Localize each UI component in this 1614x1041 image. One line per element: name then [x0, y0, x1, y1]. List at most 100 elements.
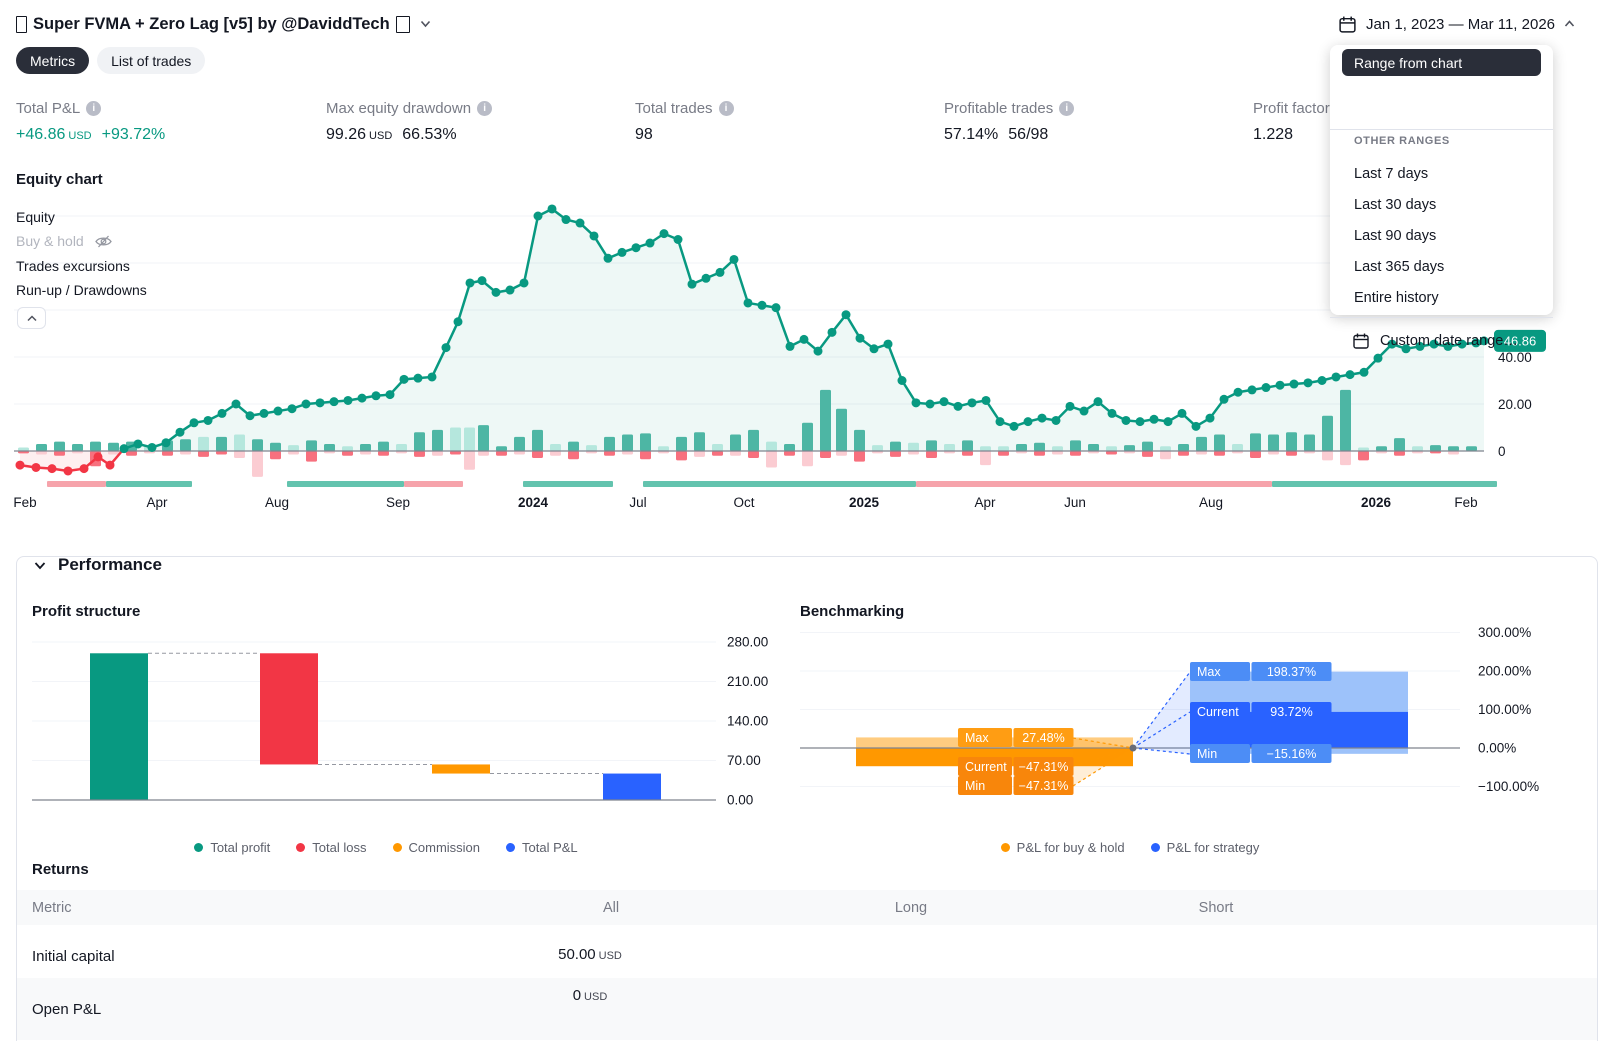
profit-structure-chart[interactable]: 0.00 70.00 140.00 210.00 280.00: [16, 630, 786, 810]
unit: USD: [598, 950, 622, 962]
strategy-title-row[interactable]: Super FVMA + Zero Lag [v5] by @DaviddTec…: [16, 12, 431, 36]
legend-equity[interactable]: Equity: [16, 209, 55, 225]
stat-unit: USD: [369, 130, 393, 142]
legend-label: Commission: [408, 840, 481, 855]
eye-off-icon[interactable]: [94, 234, 113, 249]
svg-text:Max: Max: [965, 731, 989, 745]
strategy-title: Super FVMA + Zero Lag [v5] by @DaviddTec…: [33, 14, 390, 33]
unit: USD: [584, 991, 608, 1003]
menu-item-last-30-days[interactable]: Last 30 days: [1354, 196, 1437, 213]
legend-total-loss[interactable]: Total loss: [296, 840, 367, 855]
stat-unit: USD: [68, 130, 92, 142]
legend-label: P&L for buy & hold: [1016, 840, 1125, 855]
chevron-down-icon[interactable]: [34, 561, 46, 570]
menu-item-label: Custom date range…: [1380, 333, 1518, 349]
stat-label: Profitable trades: [944, 100, 1054, 117]
stat-max-drawdown: Max equity drawdown i 99.26 USD 66.53%: [326, 100, 626, 144]
legend-label: Total P&L: [522, 840, 578, 855]
chevron-up-icon: [26, 314, 37, 321]
stat-value: 98: [635, 126, 653, 143]
legend-total-pnl[interactable]: Total P&L: [506, 840, 578, 855]
performance-header[interactable]: Performance: [34, 555, 162, 575]
stat-value: 1.228: [1253, 126, 1294, 143]
tab-bar: Metrics List of trades: [16, 47, 206, 74]
collapse-legend-button[interactable]: [17, 307, 46, 329]
legend-dot: [1000, 843, 1010, 852]
stat-total-trades: Total trades i 98: [635, 100, 935, 144]
svg-text:−100.00%: −100.00%: [1478, 779, 1539, 794]
performance-title: Performance: [58, 555, 162, 574]
menu-item-range-from-chart[interactable]: Range from chart: [1342, 49, 1541, 76]
legend-pnl-strategy[interactable]: P&L for strategy: [1150, 840, 1260, 855]
svg-text:2026: 2026: [1361, 495, 1392, 510]
calendar-icon: [1353, 333, 1369, 349]
info-icon[interactable]: i: [718, 101, 734, 116]
missing-emoji-icon: [16, 15, 27, 33]
svg-text:93.72%: 93.72%: [1270, 705, 1312, 719]
profit-structure-legend: Total profit Total loss Commission Total…: [16, 840, 756, 855]
row-open-pnl-value: 0 USD: [573, 987, 608, 1004]
info-icon[interactable]: i: [477, 101, 493, 116]
svg-text:210.00: 210.00: [727, 674, 768, 689]
svg-text:Min: Min: [1197, 747, 1217, 761]
svg-text:100.00%: 100.00%: [1478, 702, 1531, 717]
legend-runup-drawdowns[interactable]: Run-up / Drawdowns: [16, 282, 147, 298]
stat-extra: +93.72%: [101, 126, 166, 143]
svg-text:70.00: 70.00: [727, 753, 761, 768]
date-range-button[interactable]: Jan 1, 2023 — Mar 11, 2026: [1338, 11, 1575, 37]
info-icon[interactable]: i: [1059, 101, 1075, 116]
col-all: All: [602, 900, 620, 916]
col-metric: Metric: [32, 900, 72, 916]
legend-dot: [1150, 843, 1160, 852]
equity-chart-title: Equity chart: [16, 171, 103, 188]
chevron-down-icon[interactable]: [420, 20, 431, 28]
col-long: Long: [894, 900, 928, 916]
svg-text:−15.16%: −15.16%: [1267, 747, 1317, 761]
legend-dot: [506, 843, 516, 852]
menu-item-entire-history[interactable]: Entire history: [1354, 289, 1439, 306]
svg-text:40.00: 40.00: [1498, 350, 1532, 365]
svg-text:300.00%: 300.00%: [1478, 625, 1531, 640]
svg-text:20.00: 20.00: [1498, 397, 1532, 412]
tab-metrics[interactable]: Metrics: [16, 47, 90, 74]
stat-extra: 66.53%: [402, 126, 457, 143]
svg-text:Min: Min: [965, 779, 985, 793]
stat-label: Max equity drawdown: [326, 100, 472, 117]
row-initial-capital-label: Initial capital: [32, 948, 115, 965]
svg-text:Feb: Feb: [13, 495, 36, 510]
benchmarking-chart[interactable]: Max 27.48% Current −47.31% Min −47.31% Max 198.…: [785, 625, 1614, 810]
svg-text:−47.31%: −47.31%: [1019, 760, 1069, 774]
info-icon[interactable]: i: [86, 101, 102, 116]
legend-label: Buy & hold: [16, 233, 84, 249]
legend-dot: [194, 843, 204, 852]
stat-extra: 56/98: [1008, 126, 1049, 143]
svg-text:198.37%: 198.37%: [1267, 665, 1316, 679]
profit-structure-title: Profit structure: [32, 603, 141, 620]
legend-trades-excursions[interactable]: Trades excursions: [16, 258, 130, 274]
legend-label: P&L for strategy: [1166, 840, 1260, 855]
row-initial-capital-value: 50.00 USD: [558, 946, 622, 963]
menu-item-last-7-days[interactable]: Last 7 days: [1354, 165, 1429, 182]
svg-text:Apr: Apr: [974, 495, 996, 510]
menu-item-last-90-days[interactable]: Last 90 days: [1354, 227, 1437, 244]
tab-list-of-trades[interactable]: List of trades: [97, 47, 206, 74]
legend-buy-and-hold[interactable]: Buy & hold: [16, 233, 113, 249]
date-range-label: Jan 1, 2023 — Mar 11, 2026: [1366, 15, 1556, 33]
legend-label: Total loss: [312, 840, 367, 855]
stat-label: Total P&L: [16, 100, 81, 117]
equity-chart-canvas[interactable]: 0 20.00 40.00 46.86 Feb Apr Aug Sep 2024 Jul Oct 20…: [0, 195, 1614, 525]
legend-label: Total profit: [210, 840, 271, 855]
legend-commission[interactable]: Commission: [392, 840, 481, 855]
svg-text:Aug: Aug: [265, 495, 289, 510]
date-range-menu: Range from chart OTHER RANGES Last 7 day…: [1330, 45, 1553, 349]
stat-label: Profit factor: [1253, 100, 1330, 117]
svg-text:2025: 2025: [849, 495, 880, 510]
value: 50.00: [558, 946, 596, 963]
legend-total-profit[interactable]: Total profit: [194, 840, 270, 855]
menu-item-last-365-days[interactable]: Last 365 days: [1354, 258, 1445, 275]
legend-pnl-buy-hold[interactable]: P&L for buy & hold: [1000, 840, 1125, 855]
svg-text:Max: Max: [1197, 665, 1221, 679]
svg-text:Sep: Sep: [386, 495, 410, 510]
menu-item-custom-date-range[interactable]: Custom date range…: [1342, 327, 1541, 355]
svg-text:Aug: Aug: [1199, 495, 1223, 510]
